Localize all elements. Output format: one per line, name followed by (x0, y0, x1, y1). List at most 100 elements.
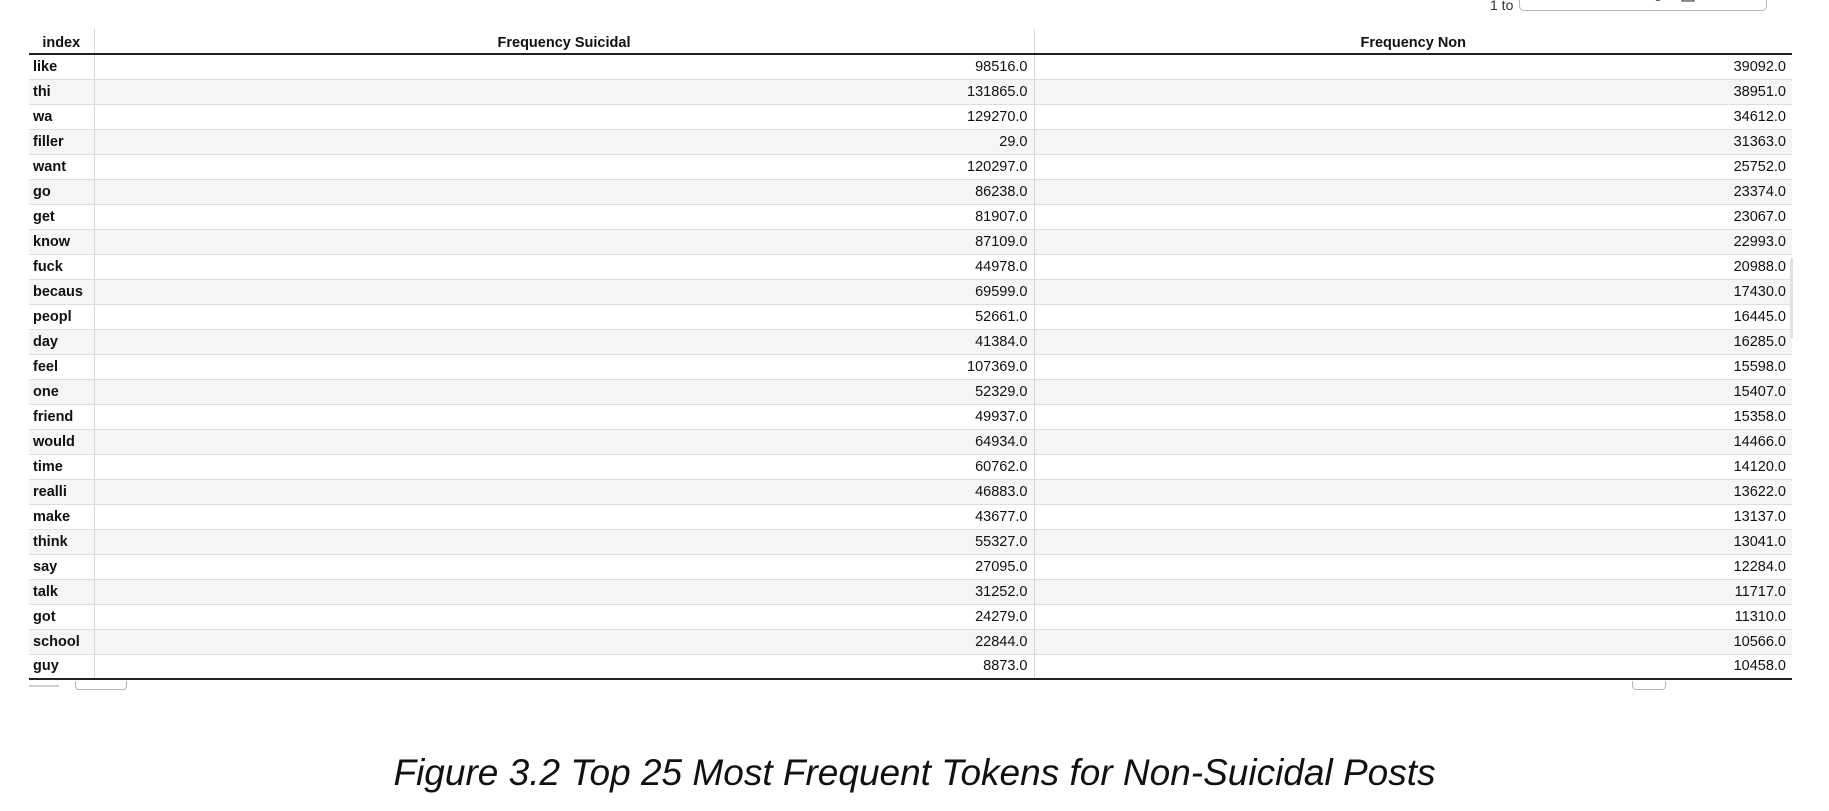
table-row: time 60762.0 14120.0 (29, 454, 1792, 480)
frequency-non-cell: 25752.0 (1033, 154, 1792, 180)
frequency-suicidal-cell: 41384.0 (93, 329, 1034, 355)
table-row: friend 49937.0 15358.0 (29, 404, 1792, 430)
table-row: peopl 52661.0 16445.0 (29, 304, 1792, 330)
frequency-suicidal-cell: 29.0 (93, 129, 1034, 155)
row-index-cell: peopl (29, 304, 94, 330)
frequency-non-cell: 15598.0 (1033, 354, 1792, 380)
frequency-non-cell: 31363.0 (1033, 129, 1792, 155)
more-icon[interactable] (1740, 0, 1756, 8)
frequency-non-cell: 11310.0 (1033, 604, 1792, 630)
table-row: get 81907.0 23067.0 (29, 204, 1792, 230)
frequency-suicidal-cell: 81907.0 (93, 204, 1034, 230)
frequency-non-cell: 39092.0 (1033, 54, 1792, 80)
table-row: think 55327.0 13041.0 (29, 529, 1792, 555)
row-index-cell: got (29, 604, 94, 630)
frequency-non-cell: 12284.0 (1033, 554, 1792, 580)
frequency-suicidal-cell: 86238.0 (93, 179, 1034, 205)
row-index-cell: thi (29, 79, 94, 105)
row-index-cell: want (29, 154, 94, 180)
row-index-cell: wa (29, 104, 94, 130)
frequency-suicidal-cell: 120297.0 (93, 154, 1034, 180)
table-row: guy 8873.0 10458.0 (29, 654, 1792, 680)
frequency-non-cell: 34612.0 (1033, 104, 1792, 130)
table-row: filler 29.0 31363.0 (29, 129, 1792, 155)
row-index-cell: would (29, 429, 94, 455)
table-row: thi 131865.0 38951.0 (29, 79, 1792, 105)
row-index-cell: time (29, 454, 94, 480)
frequency-non-cell: 38951.0 (1033, 79, 1792, 105)
row-index-cell: one (29, 379, 94, 405)
table-row: becaus 69599.0 17430.0 (29, 279, 1792, 305)
frequency-non-cell: 16285.0 (1033, 329, 1792, 355)
page-size-select[interactable] (75, 681, 127, 690)
frequency-suicidal-cell: 131865.0 (93, 79, 1034, 105)
pager-text: 1 to (1490, 0, 1514, 13)
frequency-non-cell: 11717.0 (1033, 579, 1792, 605)
frequency-suicidal-cell: 129270.0 (93, 104, 1034, 130)
frequency-suicidal-cell: 69599.0 (93, 279, 1034, 305)
column-header-frequency-suicidal[interactable]: Frequency Suicidal (93, 29, 1034, 55)
table-row: make 43677.0 13137.0 (29, 504, 1792, 530)
dropdown-icon[interactable] (1530, 0, 1546, 8)
row-index-cell: guy (29, 654, 94, 680)
frequency-non-cell: 22993.0 (1033, 229, 1792, 255)
frequency-suicidal-cell: 46883.0 (93, 479, 1034, 505)
row-index-cell: go (29, 179, 94, 205)
row-index-cell: friend (29, 404, 94, 430)
bottom-left-label (29, 683, 65, 689)
table-row: like 98516.0 39092.0 (29, 54, 1792, 80)
table-row: day 41384.0 16285.0 (29, 329, 1792, 355)
row-index-cell: realli (29, 479, 94, 505)
figure-caption: Figure 3.2 Top 25 Most Frequent Tokens f… (393, 752, 1436, 793)
row-index-cell: know (29, 229, 94, 255)
table-row: know 87109.0 22993.0 (29, 229, 1792, 255)
frequency-suicidal-cell: 107369.0 (93, 354, 1034, 380)
frequency-non-cell: 23374.0 (1033, 179, 1792, 205)
scrollbar[interactable] (1790, 258, 1793, 338)
frequency-suicidal-cell: 52329.0 (93, 379, 1034, 405)
frequency-non-cell: 10458.0 (1033, 654, 1792, 680)
frequency-suicidal-cell: 98516.0 (93, 54, 1034, 80)
frequency-suicidal-cell: 55327.0 (93, 529, 1034, 555)
move-icon[interactable] (1620, 0, 1636, 8)
table-row: school 22844.0 10566.0 (29, 629, 1792, 655)
table-row: go 86238.0 23374.0 (29, 179, 1792, 205)
row-index-cell: get (29, 204, 94, 230)
frequency-non-cell: 17430.0 (1033, 279, 1792, 305)
frequency-non-cell: 20988.0 (1033, 254, 1792, 280)
row-index-cell: talk (29, 579, 94, 605)
column-header-frequency-non[interactable]: Frequency Non (1033, 29, 1792, 55)
frequency-non-cell: 15358.0 (1033, 404, 1792, 430)
row-index-cell: think (29, 529, 94, 555)
frequency-suicidal-cell: 22844.0 (93, 629, 1034, 655)
row-index-cell: feel (29, 354, 94, 380)
frequency-table-container: index Frequency Suicidal Frequency Non l… (29, 29, 1792, 680)
filter-icon[interactable] (1560, 0, 1576, 8)
table-row: would 64934.0 14466.0 (29, 429, 1792, 455)
frequency-suicidal-cell: 31252.0 (93, 579, 1034, 605)
column-header-index[interactable]: index (29, 29, 94, 55)
table-row: got 24279.0 11310.0 (29, 604, 1792, 630)
frequency-non-cell: 14466.0 (1033, 429, 1792, 455)
settings-icon[interactable] (1650, 0, 1666, 8)
table-row: feel 107369.0 15598.0 (29, 354, 1792, 380)
frequency-suicidal-cell: 43677.0 (93, 504, 1034, 530)
comment-icon[interactable] (1590, 0, 1606, 8)
frequency-suicidal-cell: 87109.0 (93, 229, 1034, 255)
frequency-suicidal-cell: 64934.0 (93, 429, 1034, 455)
export-icon[interactable] (1680, 0, 1696, 8)
table-row: want 120297.0 25752.0 (29, 154, 1792, 180)
table-header-row: index Frequency Suicidal Frequency Non (29, 29, 1792, 55)
stop-icon[interactable] (1710, 0, 1726, 8)
table-row: say 27095.0 12284.0 (29, 554, 1792, 580)
frequency-non-cell: 13137.0 (1033, 504, 1792, 530)
frequency-non-cell: 14120.0 (1033, 454, 1792, 480)
frequency-suicidal-cell: 44978.0 (93, 254, 1034, 280)
table-row: realli 46883.0 13622.0 (29, 479, 1792, 505)
frequency-suicidal-cell: 49937.0 (93, 404, 1034, 430)
table-row: fuck 44978.0 20988.0 (29, 254, 1792, 280)
page-input[interactable] (1632, 681, 1666, 690)
frequency-table: index Frequency Suicidal Frequency Non l… (29, 29, 1792, 680)
frequency-non-cell: 15407.0 (1033, 379, 1792, 405)
row-index-cell: filler (29, 129, 94, 155)
